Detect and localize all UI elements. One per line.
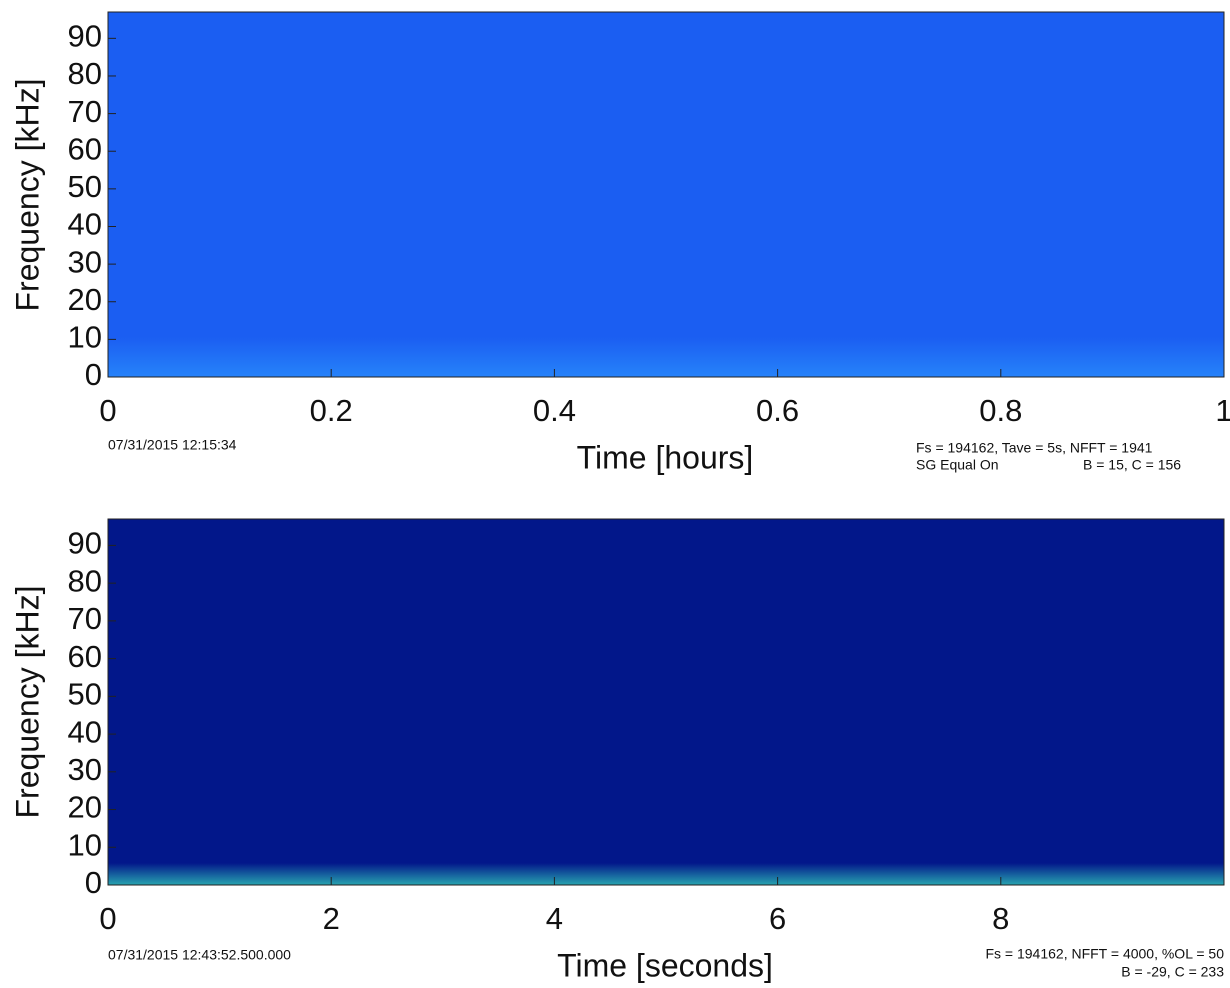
y-tick-label: 90 — [68, 19, 102, 54]
y-tick-label: 0 — [85, 865, 102, 900]
y-tick-label: 80 — [68, 56, 102, 91]
annotation: 07/31/2015 12:43:52.500.000 — [108, 947, 291, 963]
x-axis-label: Time [seconds] — [557, 947, 773, 983]
y-tick-label: 40 — [68, 207, 102, 242]
y-tick-label: 20 — [68, 790, 102, 825]
annotation: B = -29, C = 233 — [1121, 964, 1224, 980]
y-tick-label: 50 — [68, 169, 102, 204]
y-tick-label: 80 — [68, 563, 102, 598]
x-tick-label: 0.2 — [310, 393, 353, 428]
plot-frame — [107, 518, 1225, 886]
y-tick-label: 10 — [68, 827, 102, 862]
y-tick-label: 60 — [68, 639, 102, 674]
y-axis-label: Frequency [kHz] — [9, 586, 45, 819]
y-tick-label: 50 — [68, 677, 102, 712]
x-tick-label: 0.6 — [756, 393, 799, 428]
spectrogram-image — [108, 519, 1224, 885]
y-tick-label: 10 — [68, 320, 102, 355]
y-tick-label: 90 — [68, 526, 102, 561]
x-tick-label: 0.8 — [979, 393, 1022, 428]
x-tick-label: 0.4 — [533, 393, 576, 428]
y-tick-label: 0 — [85, 357, 102, 392]
plot-frame — [107, 11, 1225, 378]
y-tick-label: 20 — [68, 282, 102, 317]
y-tick-label: 70 — [68, 601, 102, 636]
x-tick-label: 6 — [769, 901, 786, 936]
x-tick-label: 4 — [546, 901, 563, 936]
y-axis-label: Frequency [kHz] — [9, 79, 45, 312]
annotation: B = 15, C = 156 — [1083, 457, 1181, 473]
y-tick-label: 70 — [68, 94, 102, 129]
x-tick-label: 0 — [99, 393, 116, 428]
annotation: Fs = 194162, Tave = 5s, NFFT = 1941 — [916, 440, 1153, 456]
spectrogram-image — [108, 12, 1224, 377]
x-tick-label: 8 — [992, 901, 1009, 936]
annotation: SG Equal On — [916, 457, 999, 473]
x-tick-label: 1 — [1215, 393, 1230, 428]
x-axis-label: Time [hours] — [577, 439, 754, 475]
low-frequency-band — [108, 337, 1224, 377]
annotation: 07/31/2015 12:15:34 — [108, 437, 237, 453]
x-tick-label: 0 — [99, 901, 116, 936]
low-frequency-band — [108, 863, 1224, 885]
y-tick-label: 60 — [68, 131, 102, 166]
y-tick-label: 40 — [68, 714, 102, 749]
y-tick-label: 30 — [68, 244, 102, 279]
y-tick-label: 30 — [68, 752, 102, 787]
annotation: Fs = 194162, NFFT = 4000, %OL = 50 — [985, 946, 1224, 962]
x-tick-label: 2 — [323, 901, 340, 936]
